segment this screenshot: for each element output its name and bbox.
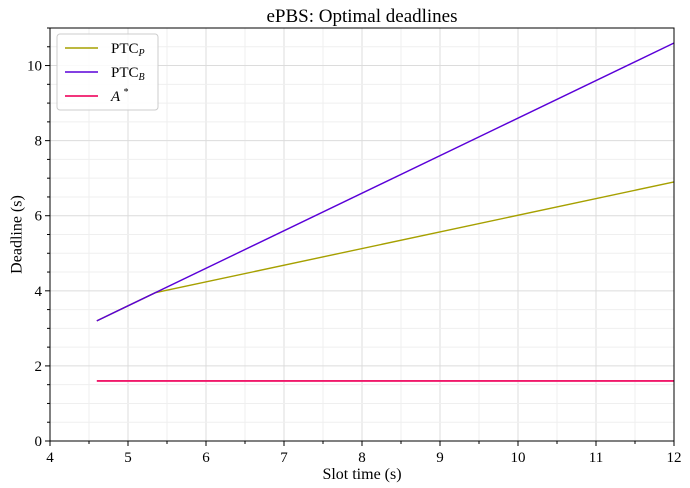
x-tick-label: 9: [436, 450, 444, 466]
legend-label-1: PTCP: [111, 41, 145, 59]
x-tick-label: 6: [202, 450, 210, 466]
x-tick-label: 12: [667, 450, 682, 466]
legend-label-text: A: [110, 89, 121, 105]
x-tick-label: 5: [124, 450, 132, 466]
x-tick-label: 8: [358, 450, 366, 466]
x-tick-label: 7: [280, 450, 288, 466]
axis-ticks: [45, 27, 675, 446]
legend-label-2: PTCB: [111, 65, 145, 83]
y-tick-label: 8: [35, 134, 43, 150]
y-tick-label: 0: [35, 434, 43, 450]
series-line-2: [96, 42, 675, 322]
x-tick-label: 10: [511, 450, 526, 466]
y-tick-label: 6: [35, 209, 43, 225]
x-tick-label: 11: [589, 450, 603, 466]
legend-label-subscript: B: [139, 72, 145, 83]
y-tick-label: 4: [35, 284, 43, 300]
legend-label-subscript: P: [138, 48, 145, 59]
y-tick-label: 10: [27, 59, 42, 75]
legend-label-text: PTC: [111, 65, 139, 81]
series-layer: [96, 42, 675, 382]
y-tick-label: 2: [35, 359, 43, 375]
legend-label-text: PTC: [111, 41, 139, 57]
x-axis-label: Slot time (s): [322, 466, 401, 483]
legend-label-superscript: *: [123, 87, 128, 98]
legend-label-3: A *: [110, 87, 128, 105]
legend-box: [56, 33, 159, 111]
chart-title: ePBS: Optimal deadlines: [266, 6, 457, 27]
y-axis-label: Deadline (s): [9, 195, 26, 274]
series-line-1: [96, 181, 675, 322]
tick-labels: 4 5 6 7 8 9 10 11 12 0 2 4 6 8 10: [27, 59, 682, 466]
x-tick-label: 4: [46, 450, 54, 466]
